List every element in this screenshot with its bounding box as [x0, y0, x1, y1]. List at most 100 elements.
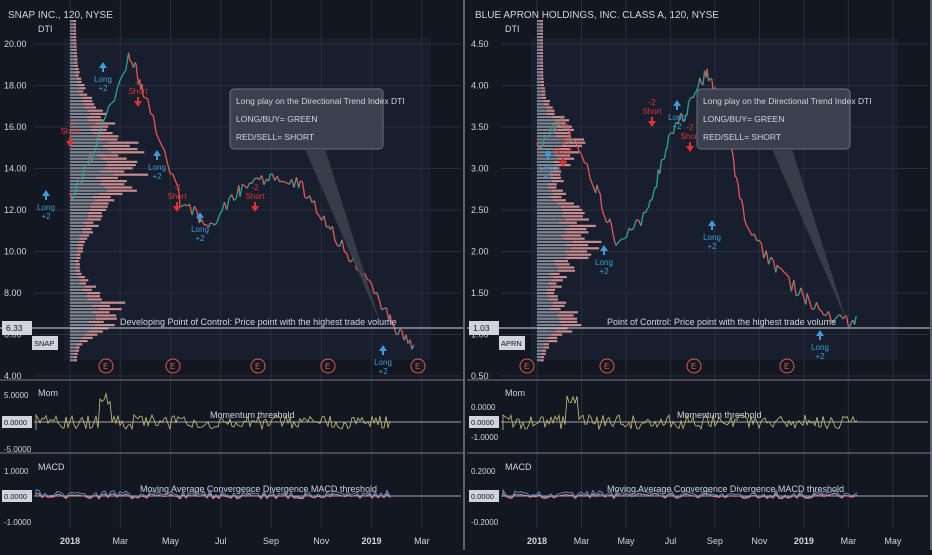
right-macd-tick: 0.2000: [471, 467, 496, 476]
right-volume-bar-red: [541, 87, 545, 89]
right-volume-bar-red: [540, 68, 543, 70]
right-mom-label: Mom: [505, 388, 525, 398]
right-volume-bar-gray: [537, 244, 565, 246]
signal-label-value: Short: [642, 107, 662, 116]
left-volume-bar-gray: [70, 100, 82, 102]
left-volume-bar-gray: [70, 186, 104, 188]
right-volume-bar-red: [557, 314, 574, 316]
right-volume-bar-gray: [537, 324, 561, 326]
right-volume-bar-red: [540, 62, 543, 64]
right-volume-bar-gray: [537, 241, 572, 243]
left-volume-bar-red: [75, 71, 79, 73]
left-time-label: 2018: [60, 536, 80, 546]
left-volume-bar-gray: [70, 314, 95, 316]
right-volume-bar-red: [563, 238, 584, 240]
right-volume-bar-red: [540, 46, 543, 48]
left-earnings-letter: E: [255, 362, 260, 371]
left-volume-bar-red: [104, 186, 132, 188]
left-volume-bar-gray: [70, 20, 73, 22]
right-volume-bar-gray: [537, 337, 548, 339]
right-volume-bar-gray: [537, 334, 551, 336]
left-volume-bar-red: [104, 167, 132, 169]
signal-label: -2: [559, 138, 567, 147]
left-volume-bar-gray: [70, 302, 100, 304]
right-volume-bar-red: [561, 324, 581, 326]
signal-label-value: Short: [553, 147, 573, 156]
right-volume-bar-red: [551, 286, 562, 288]
signal-label: -2: [66, 118, 74, 127]
signal-label: Long: [595, 258, 613, 267]
right-volume-bar-red: [541, 78, 544, 80]
right-volume-bar-red: [540, 20, 543, 22]
signal-label-value: +2: [41, 212, 51, 221]
left-volume-bar-red: [94, 199, 114, 201]
left-volume-bar-red: [75, 74, 79, 76]
left-volume-bar-red: [77, 244, 83, 246]
left-price-segment: [170, 174, 173, 175]
right-volume-bar-gray: [537, 20, 540, 22]
right-earnings-letter: E: [604, 362, 609, 371]
left-time-label: May: [162, 536, 180, 546]
left-volume-bar-red: [73, 23, 76, 25]
right-volume-bar-gray: [537, 84, 541, 86]
right-price-tick: 3.50: [471, 122, 489, 132]
signal-label-value: +2: [707, 242, 717, 251]
left-volume-bar-gray: [70, 295, 87, 297]
signal-label-value: +2: [98, 84, 108, 93]
right-volume-bar-gray: [537, 209, 562, 211]
right-volume-bar-gray: [537, 23, 540, 25]
right-volume-bar-red: [540, 58, 543, 60]
left-volume-bar-red: [77, 247, 83, 249]
left-price-tick: 14.00: [4, 164, 27, 174]
left-volume-bar-gray: [70, 202, 91, 204]
left-volume-bar-red: [87, 292, 101, 294]
left-volume-bar-red: [106, 164, 136, 166]
left-volume-bar-gray: [70, 340, 80, 342]
right-volume-bar-gray: [537, 206, 560, 208]
right-callout-line2: LONG/BUY= GREEN: [703, 114, 784, 124]
left-volume-bar-gray: [70, 106, 84, 108]
right-volume-bar-red: [542, 90, 546, 92]
left-volume-bar-gray: [70, 215, 88, 217]
right-volume-bar-gray: [537, 119, 555, 121]
left-volume-bar-gray: [70, 324, 95, 326]
left-mom-tick: 5.0000: [4, 391, 29, 400]
left-volume-bar-gray: [70, 145, 103, 147]
right-mom-tick: -1.0000: [471, 433, 499, 442]
right-volume-bar-gray: [537, 215, 562, 217]
left-mom-annotation: Momentum threshold: [210, 410, 295, 420]
right-volume-bar-red: [559, 318, 577, 320]
left-volume-bar-red: [103, 145, 130, 147]
left-volume-bar-red: [107, 148, 137, 150]
left-volume-bar-red: [96, 138, 117, 140]
left-volume-bar-red: [101, 180, 127, 182]
right-volume-bar-gray: [537, 113, 547, 115]
left-volume-bar-gray: [70, 33, 73, 35]
right-volume-bar-red: [561, 234, 581, 236]
right-volume-bar-red: [551, 279, 563, 281]
left-volume-bar-gray: [70, 148, 107, 150]
signal-label-value: Short: [128, 87, 148, 96]
left-volume-bar-gray: [70, 266, 75, 268]
right-volume-bar-gray: [537, 225, 569, 227]
right-volume-bar-gray: [537, 346, 544, 348]
signal-label-value: Short: [60, 127, 80, 136]
right-volume-bar-gray: [537, 81, 541, 83]
left-volume-bar-red: [88, 212, 102, 214]
right-price-tick: 4.50: [471, 39, 489, 49]
left-macd-badge-value: 0.0000: [4, 492, 27, 501]
right-volume-bar-gray: [537, 276, 553, 278]
left-volume-bar-gray: [70, 222, 83, 224]
left-volume-bar-gray: [70, 292, 87, 294]
left-volume-bar-gray: [70, 305, 92, 307]
left-volume-bar-red: [74, 49, 77, 51]
left-volume-bar-red: [73, 20, 76, 22]
right-volume-bar-gray: [537, 106, 546, 108]
left-time-label: Mar: [414, 536, 430, 546]
right-volume-bar-red: [566, 218, 589, 220]
left-volume-bar-gray: [70, 247, 77, 249]
right-volume-bar-red: [553, 199, 566, 201]
